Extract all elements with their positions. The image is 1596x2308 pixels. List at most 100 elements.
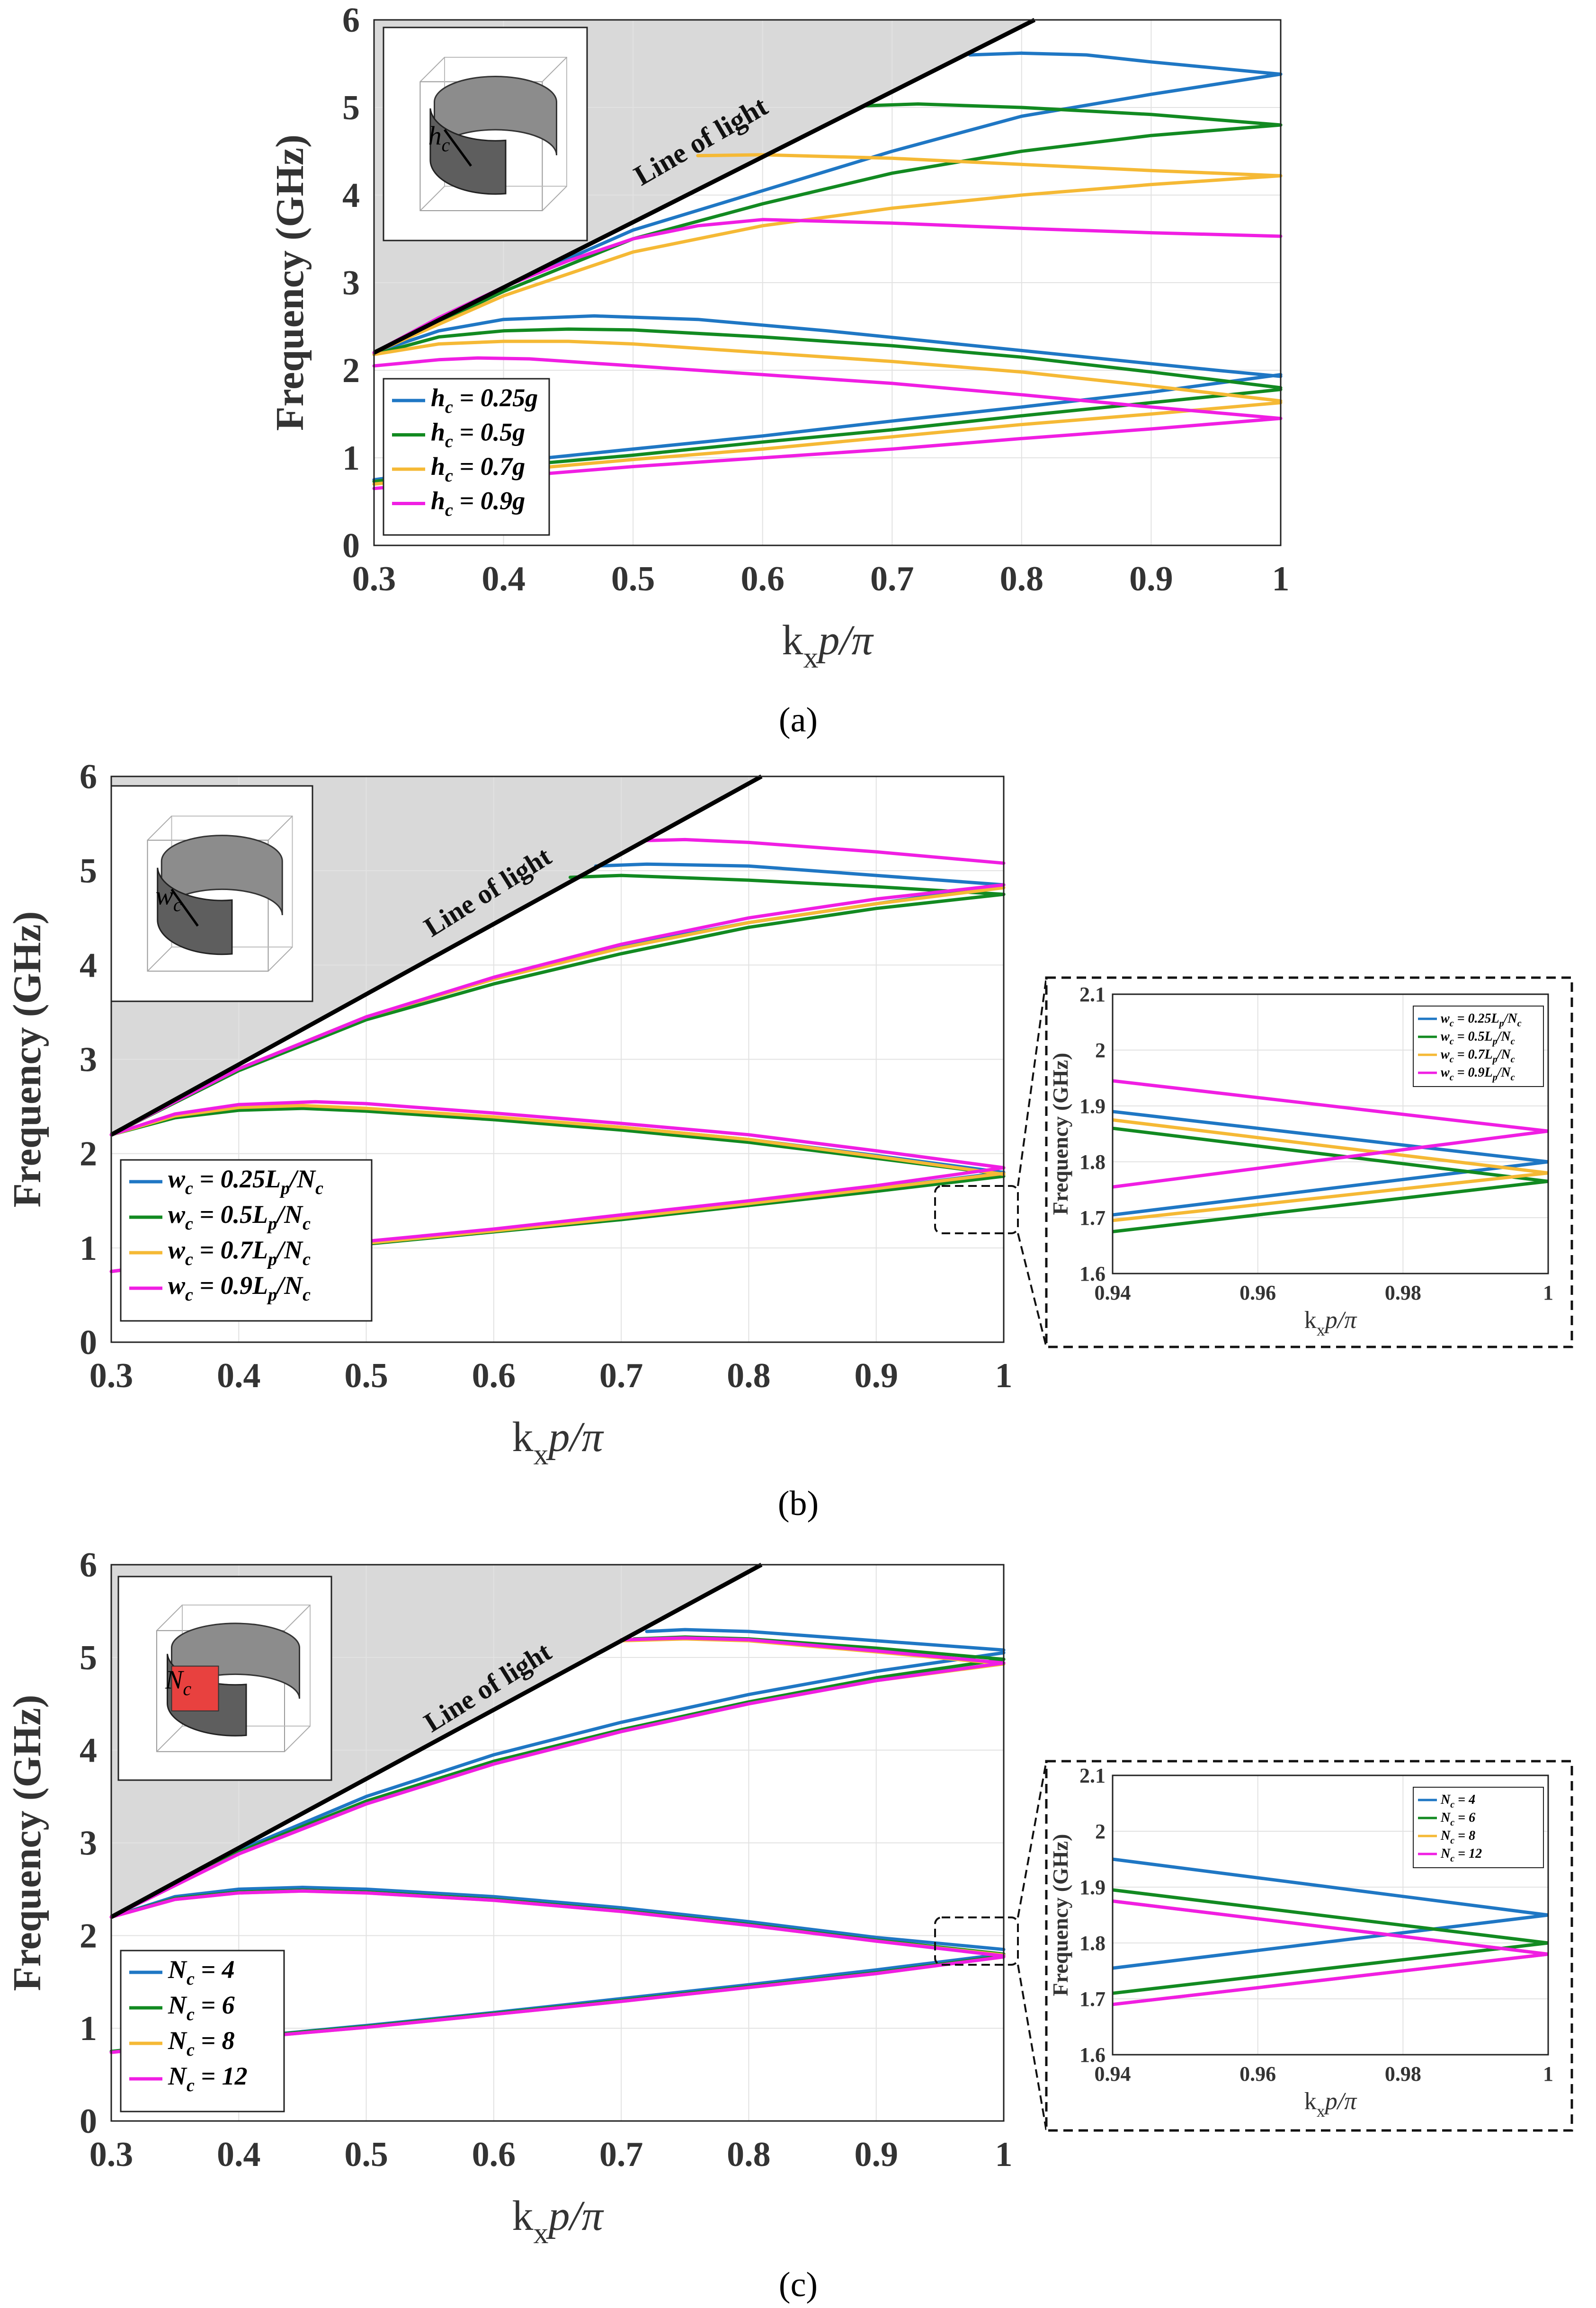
zoom-series-line-magenta — [1112, 1952, 1549, 2006]
panel-caption: (b) — [778, 1484, 819, 1523]
series-curve-green — [372, 327, 1283, 390]
legend-label-var: h — [431, 418, 445, 446]
ring-band-front — [157, 867, 233, 955]
x-tick-label: 1 — [995, 1356, 1013, 1395]
legend-box — [120, 1950, 285, 2112]
y-tick-label: 1 — [342, 439, 360, 478]
zoom-series-line-yellow — [1112, 1171, 1549, 1222]
x-axis-label-k: k — [782, 617, 803, 664]
legend-label-sub: c — [185, 1178, 193, 1198]
chart-panel-b: 0.3 0.4 0.5 0.6 0.7 0.8 0.9 1 0 1 2 3 4 5 6 Frequency (… — [5, 757, 1573, 1523]
legend-label: wc = 0.25Lp/Nc — [168, 1165, 323, 1198]
x-tick-label: 1 — [995, 2135, 1013, 2174]
legend-label-value: = 0.9L — [193, 1271, 268, 1300]
series-curve-magenta — [109, 883, 1006, 1137]
zoom-y-tick-label: 2 — [1095, 1039, 1106, 1062]
zoom-y-axis-label: Frequency (GHz) — [1048, 1834, 1072, 1996]
cube-edge — [267, 815, 293, 841]
series-curve-magenta — [109, 1100, 1006, 1169]
legend-label-value: = 0.5L — [193, 1200, 268, 1229]
legend-label-sub3: c — [315, 1178, 323, 1198]
inset-dimension-label: hc — [428, 122, 450, 156]
zoom-legend-label: Nc = 6 — [1440, 1810, 1475, 1828]
zoom-y-tick-label: 1.9 — [1079, 1876, 1106, 1899]
zoom-legend-value: = 12 — [1454, 1846, 1482, 1861]
legend-label-var: N — [168, 1991, 187, 2019]
zoom-series-line-yellow — [1112, 1118, 1549, 1175]
x-axis-label: kxp/π — [782, 617, 874, 674]
zoom-legend-sub: c — [1450, 1018, 1454, 1029]
inset-label-main: w — [156, 881, 173, 910]
slotted-ring-unit-cell-icon: Nc — [117, 1576, 332, 1781]
legend-label-value: = 0.25g — [453, 383, 538, 412]
zoom-x-label-k: k — [1304, 2088, 1317, 2115]
zoom-legend-var: N — [1440, 1828, 1451, 1843]
y-tick-label: 2 — [342, 351, 360, 390]
zoom-x-label-sub: x — [1317, 2102, 1325, 2121]
zoom-x-tick-label: 0.96 — [1239, 2062, 1276, 2085]
zoom-series-line-green — [1112, 1941, 1549, 1995]
legend-label-sub2: p — [267, 1285, 277, 1305]
zoom-legend-sub2: p — [1492, 1054, 1498, 1065]
plot-frame — [110, 775, 1005, 1343]
zoom-y-tick-label: 1.6 — [1079, 1262, 1106, 1285]
inset-label-sub: c — [173, 894, 182, 915]
zoom-legend-sub3: c — [1511, 1054, 1515, 1065]
x-axis-label-k: k — [512, 1414, 533, 1461]
zoom-x-tick-label: 0.96 — [1239, 1281, 1276, 1304]
zoom-legend-var: w — [1441, 1065, 1450, 1080]
inset-dimension-label: Nc — [165, 1666, 191, 1700]
series-curve-yellow — [109, 1104, 1006, 1176]
x-tick-label: 0.9 — [854, 1356, 898, 1395]
legend-label-var: h — [431, 383, 445, 412]
legend-label-sub2: p — [279, 1178, 290, 1198]
zoom-y-tick-label: 1.7 — [1079, 1206, 1106, 1230]
series-curve-yellow — [372, 174, 1283, 355]
zoom-y-tick-label: 1.8 — [1079, 1150, 1106, 1174]
zoom-y-tick-label: 1.7 — [1079, 1987, 1106, 2011]
zoom-legend-label: wc = 0.25Lp/Nc — [1441, 1011, 1522, 1029]
zoom-legend-sub: c — [1450, 1072, 1454, 1083]
y-tick-label: 5 — [342, 89, 360, 127]
zoom-x-tick-label: 0.94 — [1095, 2062, 1131, 2085]
zoom-legend-var: N — [1440, 1810, 1451, 1825]
zoom-legend-label: wc = 0.5Lp/Nc — [1441, 1029, 1515, 1047]
x-tick-label: 0.6 — [472, 1356, 516, 1395]
zoom-series-line-magenta — [1112, 1129, 1549, 1189]
zoom-legend-var: N — [1440, 1792, 1451, 1807]
zoom-x-axis-label: kxp/π — [1304, 1307, 1357, 1339]
x-tick-label: 0.8 — [727, 1356, 771, 1395]
series-curve-blue — [968, 51, 1283, 76]
x-tick-label: 0.7 — [599, 1356, 643, 1395]
y-tick-label: 4 — [80, 1731, 97, 1770]
x-tick-label: 0.3 — [89, 1356, 134, 1395]
legend-label-sub: c — [187, 2076, 195, 2095]
cube-edge — [156, 1726, 183, 1752]
x-tick-label: 0.9 — [1129, 560, 1173, 598]
zoom-legend-sub: c — [1450, 1054, 1454, 1065]
x-axis-label-k: k — [512, 2192, 533, 2239]
inset-label-main: h — [428, 122, 442, 151]
zoom-source-box — [934, 1916, 1019, 1966]
zoom-legend-sub: c — [1450, 1036, 1454, 1047]
zoom-legend-value: = 8 — [1454, 1828, 1475, 1843]
zoom-y-tick-label: 2.1 — [1079, 1764, 1106, 1787]
cube-edge — [156, 1604, 183, 1631]
legend-label-sub3: c — [303, 1285, 311, 1305]
series-curve-green — [109, 1657, 1006, 1919]
zoom-legend-var: w — [1441, 1029, 1450, 1044]
plot-frame — [110, 1564, 1005, 2122]
y-tick-label: 2 — [80, 1135, 97, 1174]
series-curve-green — [568, 873, 1006, 896]
y-tick-label: 3 — [80, 1824, 97, 1863]
zoom-legend-value: = 4 — [1454, 1792, 1475, 1807]
cube-edge — [419, 186, 445, 211]
zoom-legend-sub3: c — [1517, 1018, 1522, 1029]
cube-edge — [419, 57, 445, 82]
series-curve-blue — [645, 1628, 1006, 1652]
zoom-y-tick-label: 1.6 — [1079, 2043, 1106, 2067]
y-axis-label: Frequency (GHz) — [5, 911, 49, 1208]
inset-label-sub: c — [442, 134, 450, 156]
inset-dimension-label: wc — [156, 881, 182, 915]
